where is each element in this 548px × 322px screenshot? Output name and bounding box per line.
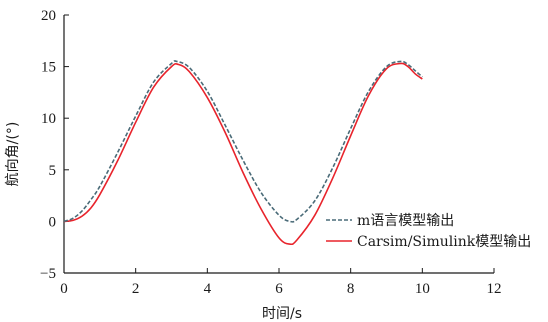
x-tick-label: 12 <box>487 281 502 297</box>
x-tick-label: 10 <box>415 281 430 297</box>
x-tick-label: 4 <box>204 281 212 297</box>
y-tick-label: 5 <box>49 163 57 179</box>
x-axis-title: 时间/s <box>262 306 302 322</box>
y-tick-label: 15 <box>41 60 56 76</box>
y-tick-label: 0 <box>49 214 57 230</box>
y-tick-label: −5 <box>40 266 56 282</box>
legend-label-m-model: m语言模型输出 <box>357 213 454 229</box>
series-line-carsim-model <box>63 62 423 246</box>
x-tick-label: 8 <box>347 281 355 297</box>
y-tick-label: 20 <box>41 8 56 24</box>
x-tick-label: 0 <box>60 281 68 297</box>
x-tick-label: 2 <box>132 281 140 297</box>
legend: m语言模型输出 Carsim/Simulink模型输出 <box>326 213 531 250</box>
y-tick-label: 10 <box>41 111 56 127</box>
series-line-m-model <box>63 60 423 223</box>
y-axis-title: 航向角/(°) <box>5 122 21 187</box>
x-tick-label: 6 <box>275 281 283 297</box>
legend-label-carsim-model: Carsim/Simulink模型输出 <box>357 234 531 250</box>
